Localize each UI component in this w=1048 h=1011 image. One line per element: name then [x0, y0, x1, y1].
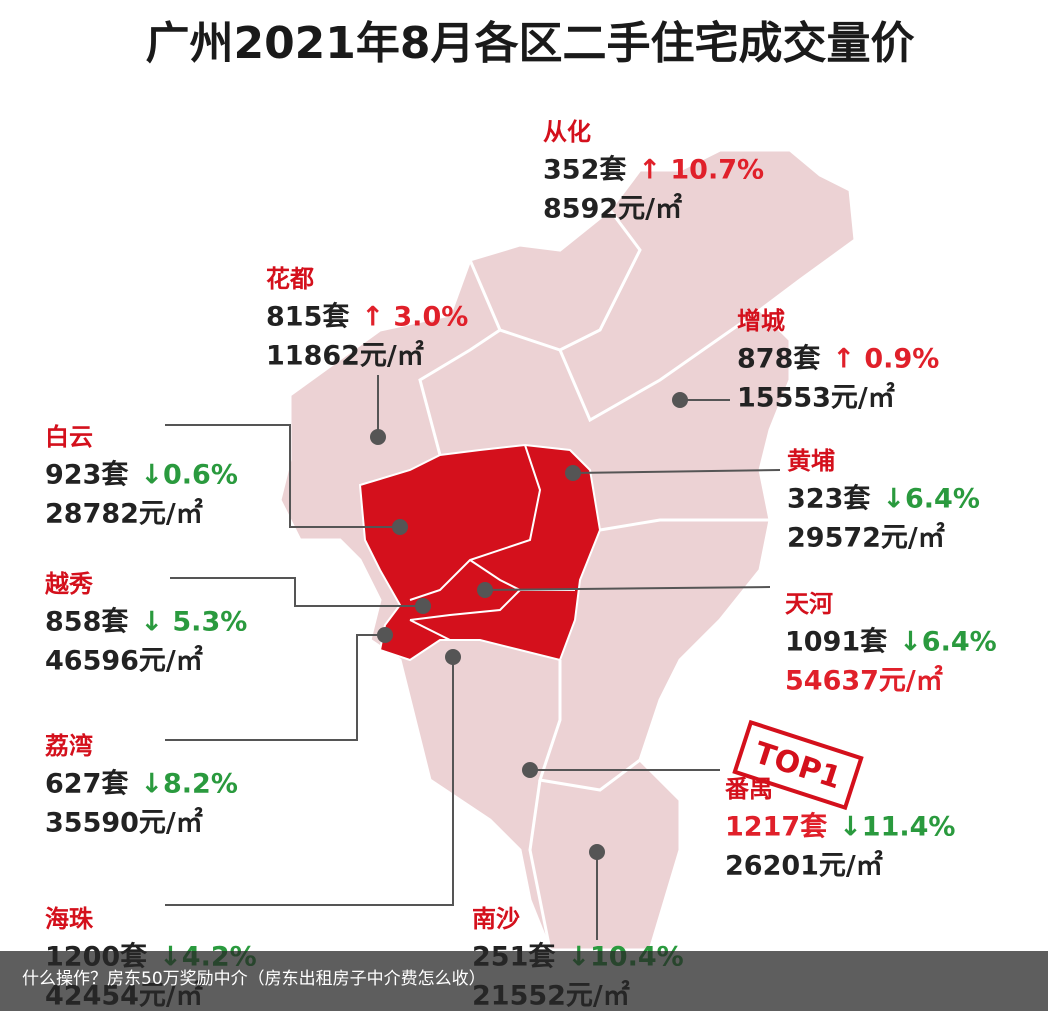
district-name: 天河 [785, 590, 833, 618]
district-name: 番禺 [724, 775, 773, 803]
district-name: 海珠 [45, 905, 94, 933]
district-sales: 878套 [737, 344, 820, 375]
district-name: 南沙 [472, 905, 520, 933]
district-change: ↓8.2% [140, 769, 238, 800]
district-change: ↑ 3.0% [361, 302, 468, 333]
stamp-border [732, 719, 864, 811]
district-change: ↓6.4% [882, 484, 980, 515]
district-sales: 923套 [45, 460, 128, 491]
district-sales: 323套 [787, 484, 870, 515]
district-price: 35590元/㎡ [45, 807, 203, 839]
district-price: 26201元/㎡ [725, 850, 883, 882]
central-districts [358, 443, 602, 662]
district-price: 28782元/㎡ [45, 498, 203, 530]
district-name: 荔湾 [45, 732, 93, 760]
title: 广州2021年8月各区二手住宅成交量价 [145, 18, 914, 69]
district-price: 8592元/㎡ [543, 193, 682, 225]
district-name: 从化 [543, 118, 591, 146]
district-sales: 627套 [45, 769, 128, 800]
leader-lines [165, 375, 781, 940]
district-sales: 352套 [543, 155, 626, 186]
district-sales: 858套 [45, 607, 128, 638]
district-dots [370, 392, 688, 860]
district-change: ↑ 0.9% [832, 344, 939, 375]
caption-bar [0, 951, 1048, 1011]
district-price: 46596元/㎡ [45, 645, 203, 677]
district-sales: 1091套 [785, 627, 887, 658]
district-name: 黄埔 [787, 447, 835, 475]
caption: 什么操作？房东50万奖励中介（房东出租房子中介费怎么收） [22, 969, 486, 989]
district-sales: 1217套 [725, 812, 827, 843]
district-name: 越秀 [45, 570, 93, 598]
district-borders [418, 209, 770, 951]
district-change: ↓0.6% [140, 460, 238, 491]
district-change: ↑ 10.7% [638, 155, 764, 186]
district-price: 29572元/㎡ [787, 522, 945, 554]
district-price: 11862元/㎡ [266, 340, 424, 372]
district-name: 花都 [266, 265, 314, 293]
district-sales: 815套 [266, 302, 349, 333]
district-change: ↓ 5.3% [140, 607, 247, 638]
district-price: 15553元/㎡ [737, 382, 895, 414]
district-price: 54637元/㎡ [785, 665, 943, 697]
district-change: ↓6.4% [899, 627, 997, 658]
district-name: 增城 [737, 307, 785, 335]
district-change: ↓11.4% [839, 812, 955, 843]
district-name: 白云 [45, 423, 93, 451]
